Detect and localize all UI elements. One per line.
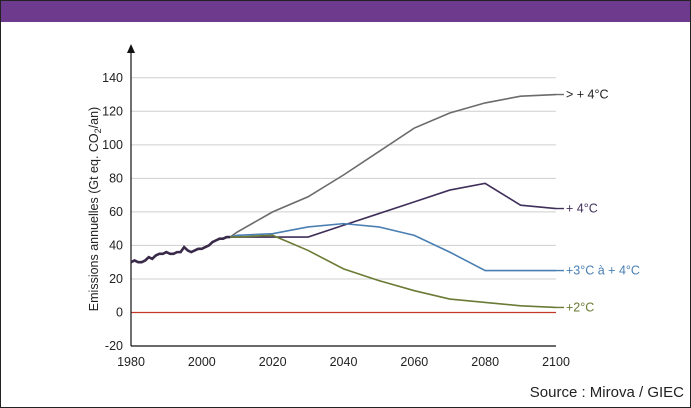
source-caption: Source : Mirova / GIEC bbox=[529, 384, 684, 401]
series-line-2 bbox=[229, 222, 556, 272]
y-tick-label: 140 bbox=[102, 71, 123, 85]
series-label: +2°C bbox=[566, 300, 594, 314]
axes bbox=[127, 44, 556, 347]
x-tick-label: 2000 bbox=[188, 355, 216, 369]
y-axis-arrow bbox=[127, 44, 135, 53]
series-line-0 bbox=[229, 93, 557, 238]
y-tick-label: 0 bbox=[116, 305, 123, 319]
series-labels: > + 4°C + 4°C +3°C à + 4°C +2°C bbox=[556, 88, 640, 314]
series-lines bbox=[130, 93, 557, 309]
series-line-1 bbox=[230, 182, 557, 238]
grid-lines bbox=[131, 77, 556, 347]
x-tick-label: 2020 bbox=[259, 355, 287, 369]
x-tick-label: 2060 bbox=[400, 355, 428, 369]
series-label: > + 4°C bbox=[566, 88, 609, 102]
y-tick-label: -20 bbox=[105, 339, 123, 353]
y-tick-label: 120 bbox=[102, 104, 123, 118]
x-tick-label: 1980 bbox=[117, 355, 145, 369]
y-tick-label: 40 bbox=[109, 238, 123, 252]
x-tick-label: 2100 bbox=[542, 355, 570, 369]
title-bar bbox=[1, 1, 690, 22]
y-axis-label: Emissions annuelles (Gt eq. CO2/an) bbox=[87, 107, 103, 311]
series-label: + 4°C bbox=[566, 202, 598, 216]
y-tick-label: 20 bbox=[109, 272, 123, 286]
x-tick-label: 2040 bbox=[330, 355, 358, 369]
y-tick-label: 80 bbox=[109, 171, 123, 185]
series-line-3 bbox=[230, 234, 557, 309]
historical-line bbox=[130, 235, 231, 264]
series-label: +3°C à + 4°C bbox=[566, 264, 640, 278]
y-tick-label: 100 bbox=[102, 138, 123, 152]
y-tick-label: 60 bbox=[109, 205, 123, 219]
x-tick-label: 2080 bbox=[471, 355, 499, 369]
